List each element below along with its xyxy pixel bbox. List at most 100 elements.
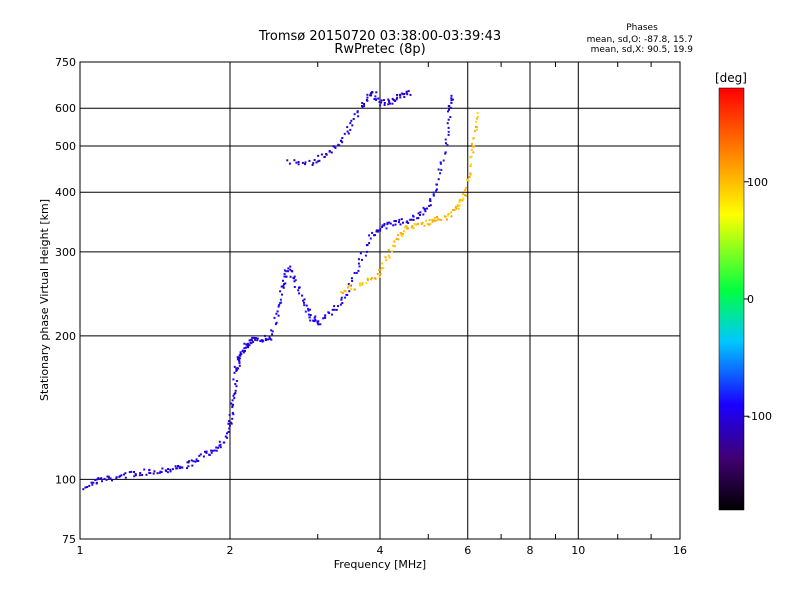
trace-point (91, 483, 94, 486)
trace-point (381, 226, 384, 228)
trace-point (461, 199, 464, 202)
trace-point (357, 115, 360, 118)
trace-point (94, 479, 97, 481)
trace-point (469, 156, 472, 159)
trace-point (167, 468, 170, 470)
trace-point (205, 450, 208, 453)
trace-point (309, 314, 312, 316)
trace-point (95, 482, 98, 485)
trace-point (108, 476, 110, 479)
trace-point (393, 245, 396, 248)
trace-point (442, 159, 445, 162)
trace-point (284, 282, 287, 285)
y-tick-label: 600 (55, 102, 76, 115)
trace-point (349, 128, 352, 131)
trace-point (383, 223, 386, 225)
trace-point (359, 284, 362, 287)
chart-subtitle: RwPretec (8p) (334, 42, 425, 57)
trace-point (343, 132, 346, 135)
trace-point (447, 110, 449, 113)
trace-point (388, 256, 391, 259)
trace-point (461, 193, 464, 195)
trace-point (349, 122, 352, 125)
trace-point (412, 227, 415, 230)
trace-point (92, 481, 95, 484)
trace-point (380, 101, 383, 104)
trace-point (210, 449, 213, 452)
trace-point (371, 91, 374, 94)
trace-point (475, 125, 477, 128)
trace-point (295, 161, 298, 164)
trace-point (447, 130, 450, 133)
trace-point (365, 281, 368, 284)
trace-point (449, 116, 452, 118)
trace-point (314, 315, 317, 318)
trace-point (264, 334, 267, 337)
trace-point (289, 265, 292, 268)
trace-point (366, 279, 369, 281)
trace-point (307, 313, 310, 316)
trace-point (217, 446, 220, 449)
trace-point (436, 215, 438, 218)
trace-point (143, 468, 146, 471)
trace-point (82, 488, 85, 491)
trace-point (379, 229, 382, 232)
trace-point (123, 473, 125, 476)
trace-point (343, 289, 346, 292)
trace-point (374, 234, 376, 237)
trace-point (391, 102, 394, 105)
trace-point (393, 240, 396, 243)
trace-point (370, 277, 373, 280)
trace-point (397, 234, 400, 237)
trace-point (385, 227, 388, 230)
trace-point (412, 218, 415, 221)
trace-point (393, 220, 396, 222)
trace-point (419, 214, 421, 216)
trace-point (385, 258, 388, 261)
trace-point (277, 305, 280, 308)
trace-point (399, 232, 402, 234)
trace-point (403, 230, 406, 233)
trace-point (456, 205, 459, 208)
x-tick-label: 6 (464, 544, 471, 557)
trace-point (280, 301, 283, 304)
trace-point (244, 346, 247, 349)
trace-point (379, 228, 382, 230)
trace-point (449, 106, 452, 109)
trace-point (450, 97, 453, 100)
trace-point (99, 477, 102, 480)
trace-point (398, 218, 401, 221)
trace-point (433, 217, 436, 219)
trace-point (379, 104, 382, 107)
trace-point (398, 221, 400, 224)
trace-point (111, 479, 113, 482)
trace-point (230, 402, 233, 405)
trace-point (391, 244, 394, 247)
trace-point (134, 474, 137, 477)
trace-point (377, 230, 379, 233)
trace-point (243, 342, 246, 345)
trace-point (466, 178, 469, 181)
trace-point (376, 229, 379, 232)
trace-point (277, 314, 280, 317)
trace-point (282, 286, 285, 289)
trace-point (374, 277, 377, 280)
trace-point (233, 371, 236, 374)
trace-point (436, 218, 439, 221)
trace-point (363, 103, 365, 105)
trace-point (472, 137, 475, 140)
trace-point (399, 96, 402, 99)
trace-point (383, 102, 386, 104)
trace-point (392, 224, 395, 227)
trace-point (285, 270, 287, 273)
trace-point (133, 471, 135, 473)
trace-point (410, 218, 413, 221)
trace-point (237, 367, 240, 370)
trace-point (169, 470, 172, 473)
trace-point (411, 225, 414, 227)
trace-point (444, 215, 447, 218)
trace-point (389, 102, 392, 105)
trace-point (435, 183, 438, 186)
trace-point (468, 176, 471, 178)
trace-point (232, 413, 235, 416)
